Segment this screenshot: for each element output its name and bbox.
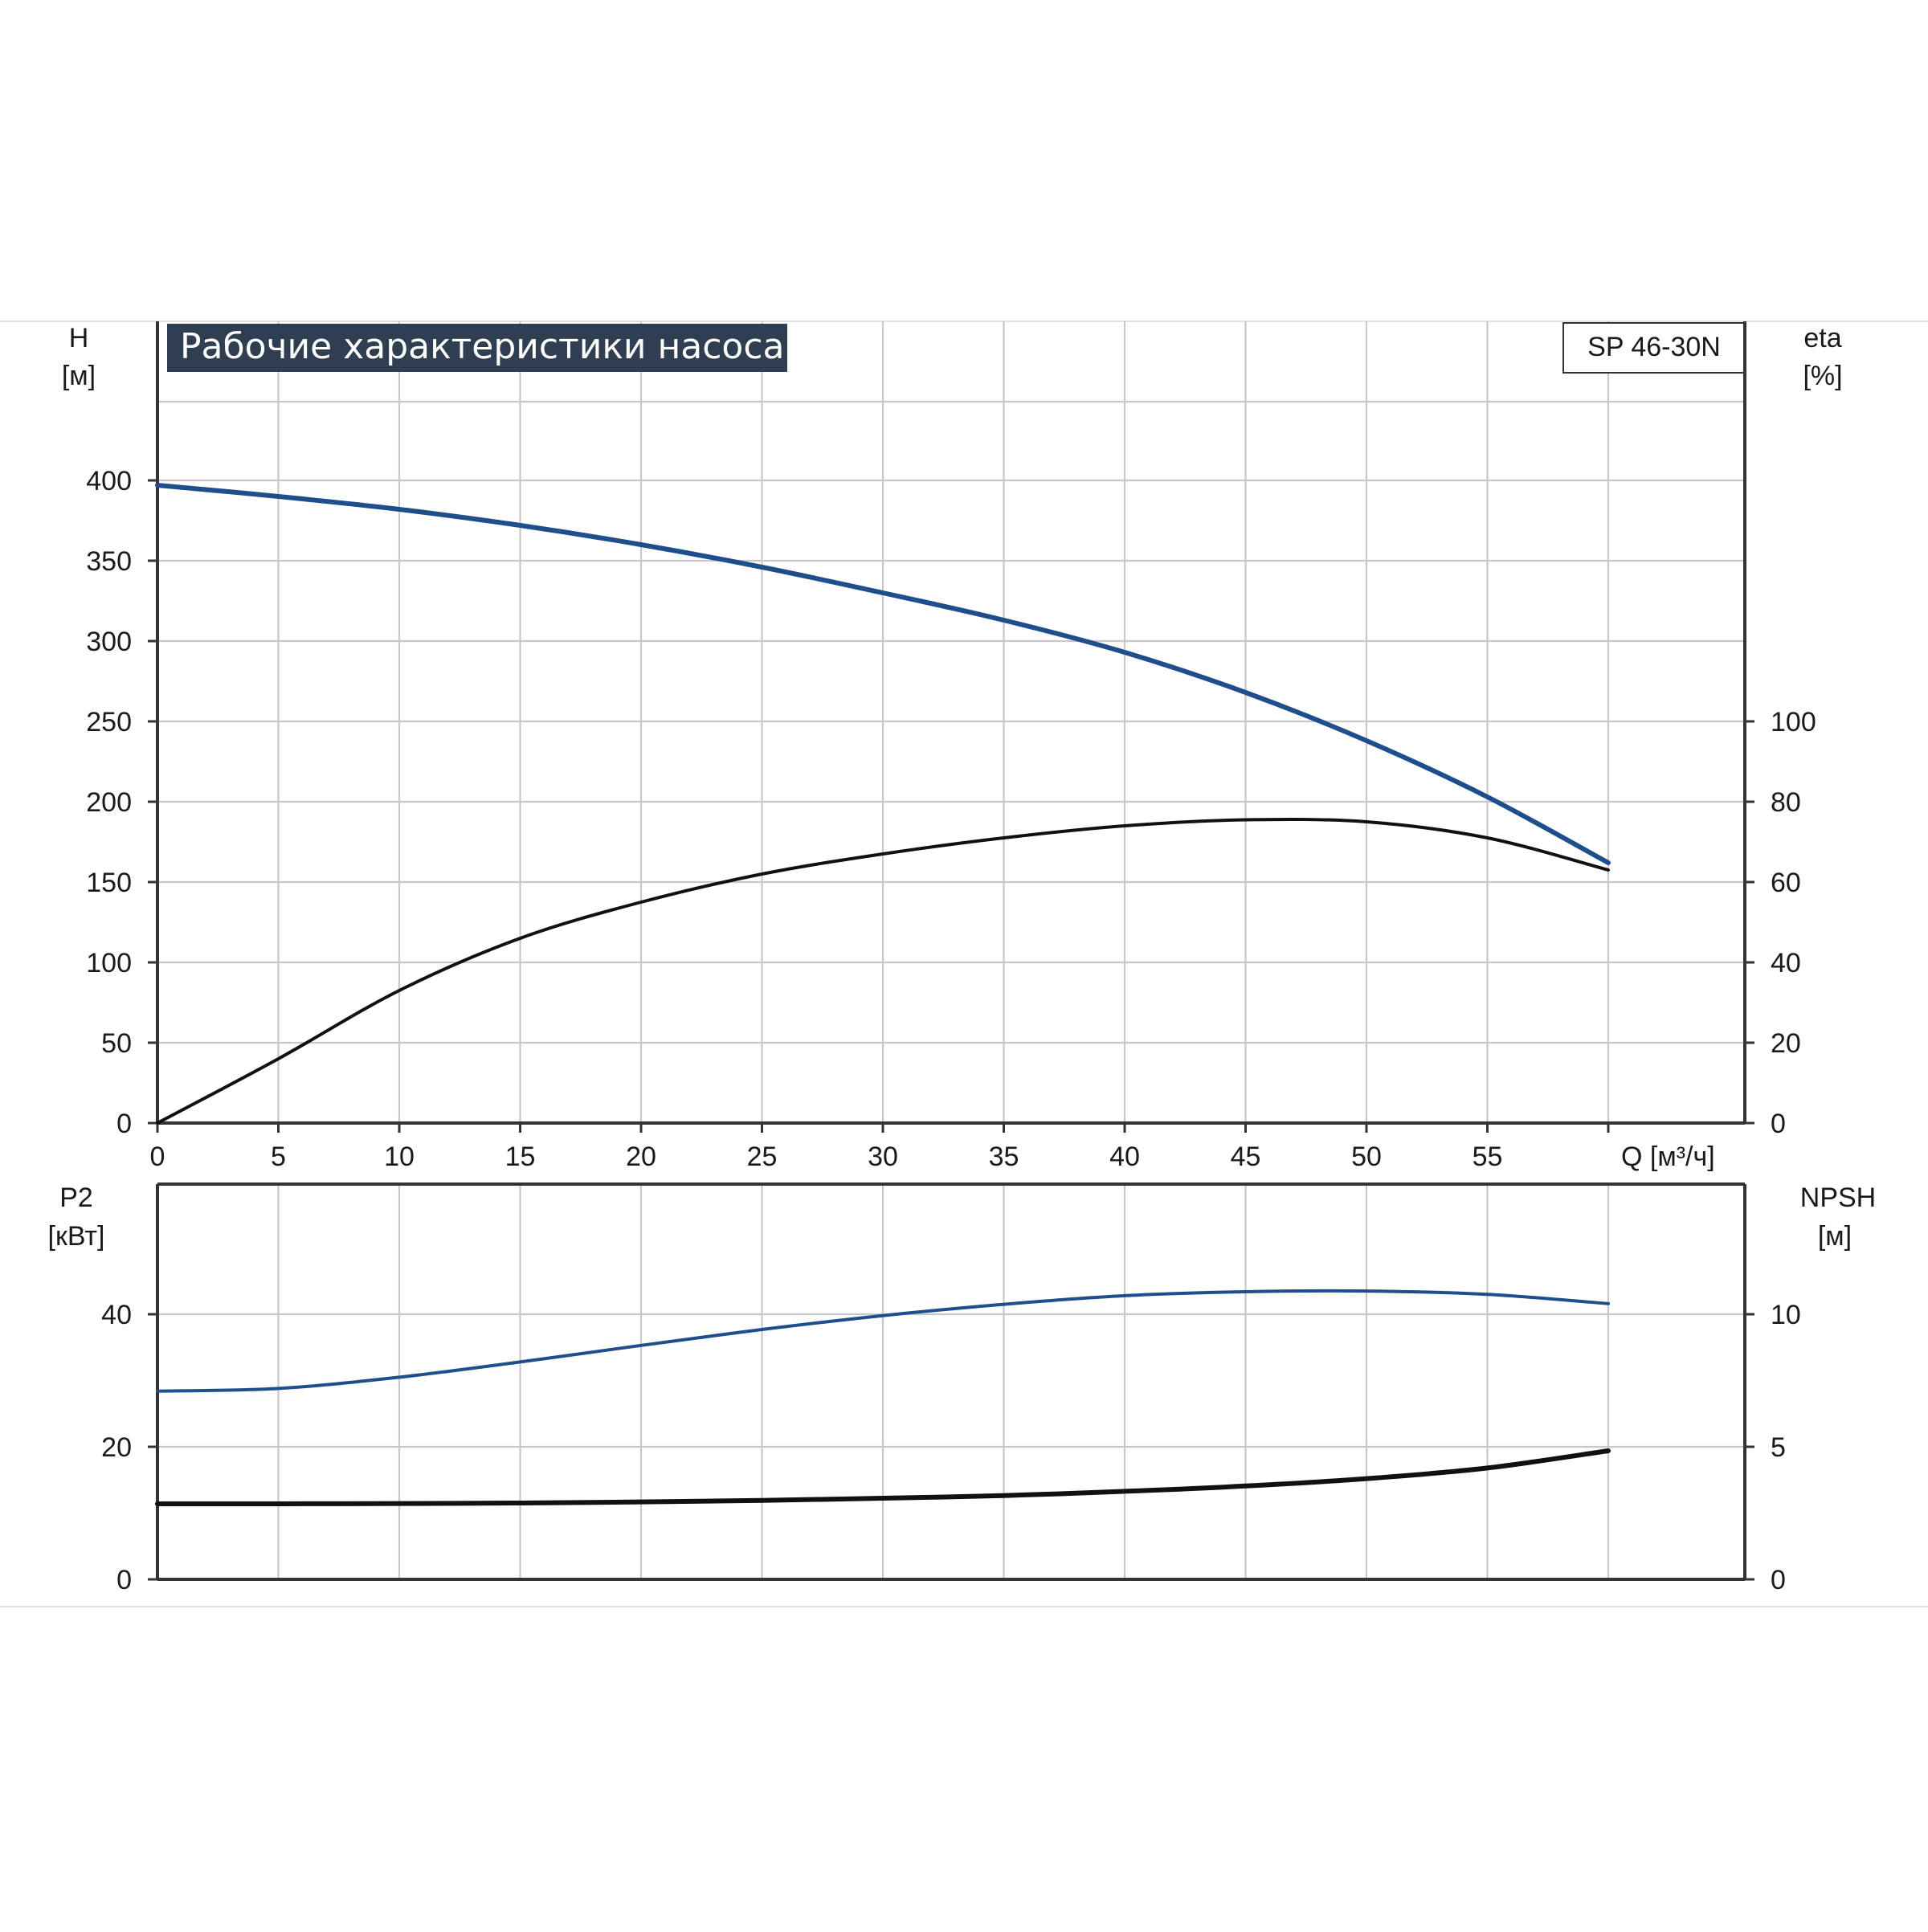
q-tick-label: 5 — [271, 1142, 286, 1172]
h-tick-label: 50 — [101, 1028, 132, 1059]
q-tick-label: 35 — [989, 1142, 1019, 1172]
npsh-curve — [155, 1448, 1611, 1507]
npsh-axis-unit: [м] — [1818, 1221, 1852, 1252]
eta-axis-label: eta — [1803, 323, 1841, 353]
p2-tick-label: 0 — [116, 1565, 132, 1595]
q-tick-label: 20 — [626, 1142, 656, 1172]
curves — [155, 483, 1611, 1507]
q-tick-label: 30 — [868, 1142, 898, 1172]
q-tick-label: 55 — [1473, 1142, 1503, 1172]
lower-grid — [157, 1184, 1745, 1579]
h-tick-label: 100 — [86, 948, 132, 978]
h-axis-label: H — [69, 323, 89, 353]
h-tick-label: 300 — [86, 627, 132, 657]
h-tick-label: 200 — [86, 787, 132, 818]
q-tick-label: 50 — [1351, 1142, 1382, 1172]
q-tick-label: 45 — [1231, 1142, 1261, 1172]
p2-axis-label: P2 — [59, 1182, 93, 1213]
eta-tick-label: 40 — [1771, 948, 1801, 978]
q-tick-label: 25 — [747, 1142, 778, 1172]
model-label: SP 46-30N — [1587, 332, 1721, 362]
eta-tick-label: 100 — [1771, 707, 1816, 737]
model-box — [1562, 322, 1746, 374]
h-tick-label: 400 — [86, 466, 132, 496]
h-tick-label: 350 — [86, 546, 132, 577]
efficiency-curve — [156, 817, 1610, 1125]
npsh-axis-label: NPSH — [1800, 1182, 1876, 1213]
eta-axis-unit: [%] — [1803, 361, 1842, 391]
q-tick-label: 40 — [1109, 1142, 1140, 1172]
eta-tick-label: 0 — [1771, 1109, 1786, 1139]
p2-tick-label: 40 — [101, 1300, 132, 1330]
q-tick-label: 15 — [505, 1142, 536, 1172]
eta-tick-label: 20 — [1771, 1028, 1801, 1059]
upper-ticks: 0 50 100 150 200 250 300 350 400 0 20 40 60 80 100 0 5 10… — [86, 321, 1816, 1172]
title-box — [167, 324, 787, 372]
lower-ticks: 0 20 40 0 5 10 — [101, 1182, 1801, 1595]
p2-axis-unit: [кВт] — [48, 1221, 105, 1252]
q-tick-label: 0 — [150, 1142, 165, 1172]
eta-tick-label: 80 — [1771, 787, 1801, 818]
q-tick-label: 10 — [384, 1142, 415, 1172]
chart-title: Рабочие характеристики насоса — [180, 326, 784, 367]
upper-grid — [157, 321, 1745, 1123]
head-curve — [155, 483, 1611, 865]
h-tick-label: 150 — [86, 868, 132, 898]
eta-tick-label: 60 — [1771, 868, 1801, 898]
power-curve — [156, 1289, 1610, 1393]
h-tick-label: 250 — [86, 707, 132, 737]
npsh-tick-label: 0 — [1771, 1565, 1786, 1595]
h-axis-unit: [м] — [62, 361, 96, 391]
h-tick-label: 0 — [116, 1109, 132, 1139]
npsh-tick-label: 5 — [1771, 1432, 1786, 1463]
q-axis-label: Q [м³/ч] — [1621, 1142, 1715, 1172]
npsh-tick-label: 10 — [1771, 1300, 1801, 1330]
p2-tick-label: 20 — [101, 1432, 132, 1463]
